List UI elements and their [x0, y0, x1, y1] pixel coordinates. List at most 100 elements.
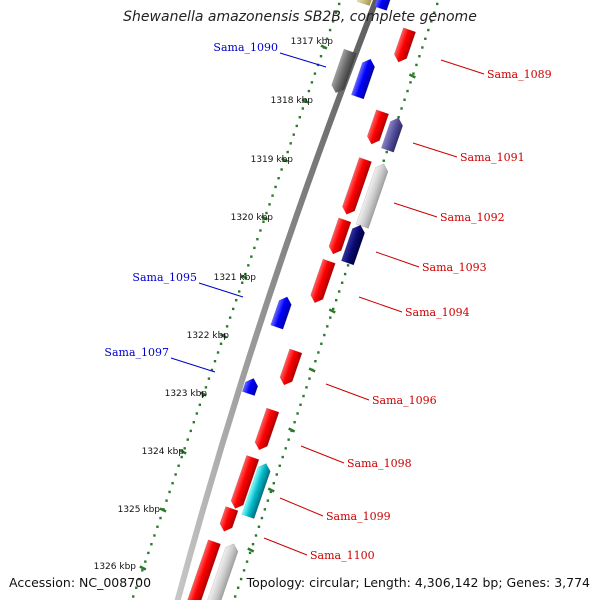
inner-tick-dot [253, 246, 256, 250]
gene-label[interactable]: Sama_1097 [104, 346, 169, 359]
outer-tick-dot [385, 150, 388, 154]
gene-label[interactable]: Sama_1092 [440, 211, 505, 224]
inner-tick-dot [286, 150, 289, 154]
outer-tick-dot [406, 89, 409, 93]
inner-tick-dot [141, 569, 144, 572]
gene-label[interactable]: Sama_1099 [326, 510, 391, 523]
inner-tick-dot [295, 124, 298, 128]
outer-tick-dot [266, 499, 270, 502]
gene-label-leader [358, 296, 403, 313]
outer-tick-dot [260, 516, 264, 520]
inner-tick-dot [159, 516, 162, 520]
inner-tick-dot [153, 534, 156, 537]
gene-label-leader [393, 202, 438, 218]
kbp-tick-label: 1322 kbp [187, 331, 230, 341]
outer-tick-dot [418, 55, 421, 58]
outer-tick-dot [320, 342, 323, 345]
outer-tick-dot [382, 159, 385, 162]
outer-tick-dot [284, 447, 287, 450]
inner-major-tick [139, 565, 147, 571]
outer-tick-dot [409, 81, 412, 84]
outer-tick-dot [242, 569, 246, 572]
inner-tick-dot [238, 290, 241, 293]
outer-tick-dot [337, 290, 341, 293]
inner-tick-dot [271, 194, 274, 197]
gene-label-leaders [170, 52, 485, 556]
inner-tick-dot [180, 455, 183, 459]
inner-tick-dot [150, 543, 153, 546]
gene-label-leader [279, 52, 327, 68]
outer-major-tick [308, 367, 316, 373]
outer-tick-dot [281, 455, 284, 459]
gene-label[interactable]: Sama_1091 [460, 151, 525, 164]
inner-tick-dot [198, 403, 202, 406]
kbp-tick-label: 1324 kbp [142, 447, 185, 457]
gene-1095 [270, 296, 292, 330]
gene-label-leader [198, 282, 244, 298]
gene-1088 [373, 0, 393, 11]
inner-major-tick [199, 391, 207, 397]
gene-labels: Sama_1089 Sama_1090 Sama_1091 Sama_1092 Sama… [104, 41, 551, 562]
accession-text: Accession: NC_008700 [9, 575, 152, 590]
inner-tick-dot [280, 168, 283, 171]
outer-tick-dot [269, 490, 273, 494]
gene-label[interactable]: Sama_1090 [213, 41, 278, 54]
outer-major-tick [267, 487, 275, 493]
outer-tick-dot [299, 403, 302, 406]
inner-tick-dot [201, 394, 205, 398]
inner-tick-dot [204, 386, 208, 389]
outer-tick-dot [245, 560, 249, 563]
gene-label[interactable]: Sama_1093 [422, 261, 487, 274]
inner-tick-dot [219, 342, 223, 345]
outer-tick-dot [430, 20, 433, 23]
outer-tick-dot [275, 473, 278, 476]
inner-tick-dot [138, 577, 141, 581]
inner-tick-dot [186, 438, 189, 441]
inner-tick-dot [207, 377, 211, 380]
outer-tick-dot [239, 577, 243, 581]
outer-tick-dot [397, 116, 400, 119]
gene-1087 [356, 0, 374, 7]
gene-1093 [340, 224, 366, 266]
inner-tick-dot [165, 499, 168, 502]
outer-tick-dot [302, 394, 305, 398]
gene-label-leader [325, 383, 370, 401]
outer-tick-dot [305, 386, 308, 389]
inner-tick-dot [259, 229, 262, 232]
inner-tick-dot [244, 272, 247, 276]
gene-1089 [393, 27, 417, 63]
outer-tick-dot [427, 28, 430, 32]
outer-tick-dot [317, 351, 320, 354]
outer-tick-dot [326, 325, 329, 328]
gene-label[interactable]: Sama_1089 [487, 68, 552, 81]
outer-tick-dot [424, 37, 427, 40]
outer-tick-dot [314, 360, 317, 363]
inner-major-tick [320, 44, 328, 50]
inner-tick-dot [247, 264, 250, 267]
outer-major-tick [247, 547, 255, 553]
gene-1091 [380, 117, 404, 153]
inner-tick-dot [210, 368, 214, 372]
gene-1094 [310, 258, 336, 304]
outer-tick-dot [329, 316, 332, 319]
outer-tick-dot [332, 307, 335, 311]
gene-label[interactable]: Sama_1095 [132, 271, 197, 284]
gene-label[interactable]: Sama_1096 [372, 394, 437, 407]
outer-tick-dot [400, 107, 403, 110]
kbp-tick-label: 1325 kbp [118, 505, 161, 515]
inner-tick-dot [135, 586, 138, 589]
gene-label[interactable]: Sama_1094 [405, 306, 470, 319]
gene-label[interactable]: Sama_1098 [347, 457, 412, 470]
inner-tick-dot [325, 37, 329, 40]
outer-tick-dot [233, 595, 237, 598]
outer-tick-dot [340, 281, 344, 284]
gene-label-leader [375, 251, 420, 268]
inner-tick-dot [268, 203, 271, 206]
page-title: Shewanella amazonensis SB2B, complete ge… [123, 9, 477, 25]
gene-1092 [355, 163, 389, 229]
gene-label[interactable]: Sama_1100 [310, 549, 375, 562]
outer-tick-dot [278, 464, 281, 467]
inner-tick-dot [177, 464, 180, 467]
outer-tick-dot [323, 333, 326, 337]
